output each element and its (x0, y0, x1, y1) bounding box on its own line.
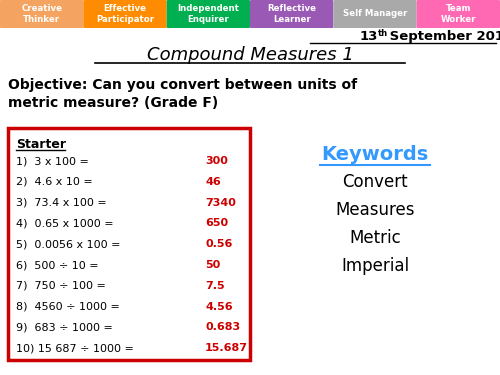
Text: 15.687: 15.687 (205, 343, 248, 353)
Text: 46: 46 (205, 177, 221, 187)
FancyBboxPatch shape (84, 0, 166, 28)
Text: 8)  4560 ÷ 1000 =: 8) 4560 ÷ 1000 = (16, 302, 120, 312)
Text: Reflective
Learner: Reflective Learner (267, 4, 316, 24)
FancyBboxPatch shape (416, 0, 500, 28)
Text: 4)  0.65 x 1000 =: 4) 0.65 x 1000 = (16, 218, 114, 228)
Text: 4.56: 4.56 (205, 302, 233, 312)
Text: Convert: Convert (342, 173, 408, 191)
FancyBboxPatch shape (334, 0, 416, 28)
Text: Effective
Participator: Effective Participator (96, 4, 154, 24)
Text: 3)  73.4 x 100 =: 3) 73.4 x 100 = (16, 198, 107, 208)
Text: Self Manager: Self Manager (343, 9, 407, 18)
FancyBboxPatch shape (250, 0, 334, 28)
FancyBboxPatch shape (166, 0, 250, 28)
Text: Compound Measures 1: Compound Measures 1 (146, 46, 354, 64)
Text: 2)  4.6 x 10 =: 2) 4.6 x 10 = (16, 177, 93, 187)
Text: 0.683: 0.683 (205, 322, 240, 332)
Text: 1)  3 x 100 =: 1) 3 x 100 = (16, 156, 89, 166)
Text: Creative
Thinker: Creative Thinker (21, 4, 62, 24)
FancyBboxPatch shape (8, 128, 250, 360)
Text: 7340: 7340 (205, 198, 236, 208)
Text: Team
Worker: Team Worker (440, 4, 476, 24)
Text: th: th (378, 29, 388, 38)
Text: Objective: Can you convert between units of
metric measure? (Grade F): Objective: Can you convert between units… (8, 78, 357, 110)
Text: 650: 650 (205, 218, 228, 228)
Text: Keywords: Keywords (322, 145, 428, 164)
Text: 9)  683 ÷ 1000 =: 9) 683 ÷ 1000 = (16, 322, 113, 332)
Text: 7)  750 ÷ 100 =: 7) 750 ÷ 100 = (16, 281, 106, 291)
Text: Independent
Enquirer: Independent Enquirer (178, 4, 240, 24)
Text: Imperial: Imperial (341, 257, 409, 275)
Text: September 2013: September 2013 (385, 30, 500, 43)
Text: 5)  0.0056 x 100 =: 5) 0.0056 x 100 = (16, 239, 120, 249)
Text: 13: 13 (360, 30, 378, 43)
Text: 50: 50 (205, 260, 220, 270)
Text: 300: 300 (205, 156, 228, 166)
Text: 6)  500 ÷ 10 =: 6) 500 ÷ 10 = (16, 260, 98, 270)
FancyBboxPatch shape (0, 0, 84, 28)
Text: 7.5: 7.5 (205, 281, 225, 291)
Text: Measures: Measures (335, 201, 415, 219)
Text: Metric: Metric (349, 229, 401, 247)
Text: Starter: Starter (16, 138, 66, 151)
Text: 0.56: 0.56 (205, 239, 233, 249)
Text: 10) 15 687 ÷ 1000 =: 10) 15 687 ÷ 1000 = (16, 343, 134, 353)
